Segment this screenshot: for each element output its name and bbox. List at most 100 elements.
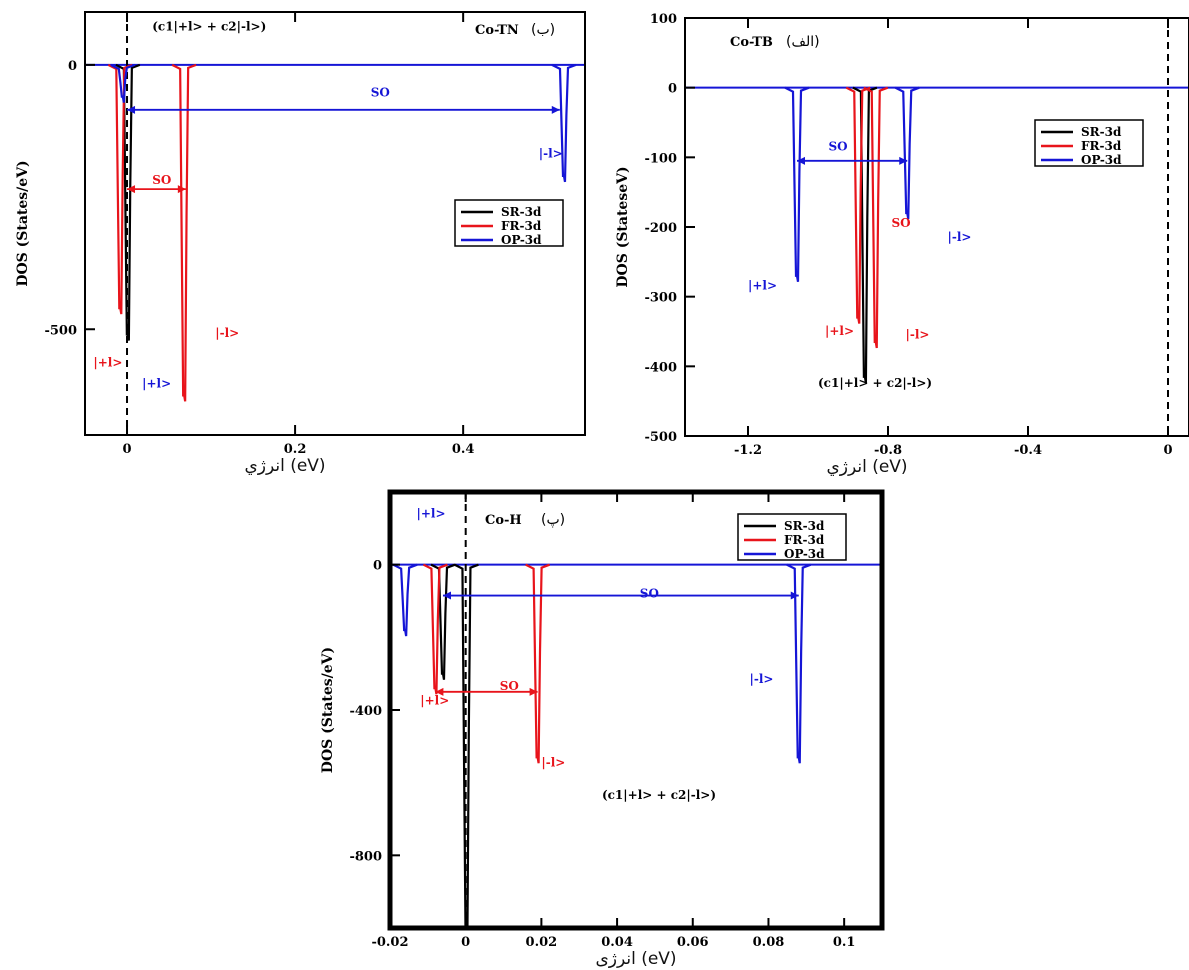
x-axis-label: انرژي (eV) (244, 456, 325, 476)
panel-title: Co-TB (730, 35, 773, 50)
x-tick-label: 0.02 (526, 935, 558, 950)
annotation-label: |+l> (93, 355, 122, 369)
peak-fr-3d-0 (422, 563, 448, 695)
y-tick-label: -500 (644, 430, 677, 445)
x-tick-label: -1.2 (734, 443, 762, 458)
so-arrowhead-right (529, 687, 538, 696)
legend-label: OP-3d (784, 547, 825, 561)
annotation-label: |+l> (825, 324, 854, 338)
x-tick-label: -0.4 (1014, 443, 1042, 458)
legend-label: OP-3d (501, 233, 542, 247)
y-tick-label: -300 (644, 291, 677, 306)
plot-area (85, 12, 585, 435)
legend-label: SR-3d (784, 519, 825, 533)
annotation-label: SO (892, 216, 911, 230)
x-tick-label: 0.08 (753, 935, 785, 950)
x-tick-label: 0.2 (284, 442, 307, 457)
annotation-label: |+l> (420, 694, 449, 708)
peak-op-3d-0 (392, 563, 418, 637)
peak-op-3d-1 (551, 63, 577, 183)
so-arrowhead-left (797, 156, 805, 165)
panel-letter: (الف) (786, 34, 820, 50)
so-arrowhead-left (442, 591, 451, 600)
x-tick-label: 0.04 (601, 935, 633, 950)
so-arrowhead-right (790, 591, 799, 600)
plot-area (685, 18, 1189, 436)
panel-title: Co-TN (475, 23, 519, 38)
peak-op-3d-0 (110, 63, 136, 103)
y-tick-label: -200 (644, 221, 677, 236)
x-tick-label: 0 (122, 442, 131, 457)
peak-fr-3d-1 (525, 563, 550, 764)
y-axis-label: DOS (States/eV) (15, 160, 31, 286)
so-arrowhead-left (435, 687, 444, 696)
annotation-label: (c1|+l> + c2|-l>) (152, 20, 266, 34)
peak-fr-3d-1 (863, 86, 889, 349)
x-tick-label: 0.06 (677, 935, 709, 950)
y-tick-label: -800 (349, 849, 382, 864)
so-arrowhead-right (551, 105, 560, 114)
x-tick-label: 0 (461, 935, 470, 950)
x-tick-label: 0.4 (452, 442, 475, 457)
legend-label: FR-3d (501, 219, 542, 233)
panel-co-tb: -1.2 -0.8 -0.4 0 100 0 -100 -200 -300 -400 -500 DOS… (615, 12, 1189, 477)
panel-title: Co-H (485, 513, 522, 528)
annotation-label: SO (152, 173, 171, 187)
annotation-label: |-l> (215, 326, 239, 340)
y-tick-label: -100 (644, 151, 677, 166)
y-axis-label: DOS (States/eV) (320, 647, 336, 773)
x-tick-label: -0.02 (371, 935, 408, 950)
peak-fr-3d-0 (107, 63, 133, 315)
annotation-label: (c1|+l> + c2|-l>) (818, 376, 932, 390)
peak-op-3d-1 (786, 563, 812, 764)
panel-co-tn: 0 0.2 0.4 0 -500 DOS (States/eV) انرژي (eV) Co-… (15, 11, 586, 476)
peak-fr-3d-0 (845, 86, 871, 324)
annotation-label: |-l> (750, 672, 774, 686)
so-arrowhead-right (177, 185, 186, 194)
y-tick-label: -400 (644, 360, 677, 375)
plot-frame (84, 11, 586, 436)
legend-label: OP-3d (1081, 153, 1122, 167)
y-tick-label: -500 (44, 323, 77, 338)
legend-label: FR-3d (1081, 139, 1122, 153)
y-axis-label: DOS (StateseV) (615, 166, 631, 287)
annotation-label: SO (829, 139, 848, 153)
x-tick-label: 0.1 (833, 935, 856, 950)
y-tick-label: 100 (650, 12, 677, 27)
annotation-label: (c1|+l> + c2|-l>) (602, 788, 716, 802)
y-tick-label: 0 (668, 82, 677, 97)
x-axis-label: انرژي (eV) (826, 457, 907, 477)
x-axis-label: انرژی (eV) (595, 949, 676, 969)
annotation-label: SO (500, 679, 519, 693)
legend-box (1034, 119, 1144, 167)
annotation-label: |+l> (142, 376, 171, 390)
annotation-label: SO (640, 586, 659, 600)
legend-label: SR-3d (501, 205, 542, 219)
y-tick-label: 0 (68, 59, 77, 74)
annotation-label: |-l> (539, 146, 563, 160)
annotation-label: |-l> (541, 755, 565, 769)
annotation-label: |-l> (948, 230, 972, 244)
legend-label: SR-3d (1081, 125, 1122, 139)
y-tick-label: -400 (349, 704, 382, 719)
panel-letter: (پ) (541, 512, 565, 528)
x-tick-label: 0 (1163, 443, 1172, 458)
legend-label: FR-3d (784, 533, 825, 547)
annotation-label: SO (371, 86, 390, 100)
peak-op-3d-0 (784, 86, 810, 282)
annotation-label: |+l> (748, 279, 777, 293)
plot-frame (684, 17, 1189, 437)
annotation-label: |-l> (906, 327, 930, 341)
so-arrowhead-right (899, 156, 908, 165)
legend-box (737, 513, 847, 561)
annotation-label: |+l> (416, 506, 445, 520)
legend-box (454, 199, 564, 247)
so-arrowhead-left (127, 105, 136, 114)
panel-co-h: -0.02 0 0.02 0.04 0.06 0.08 0.1 0 -400 -800 DOS (S… (320, 489, 885, 969)
peak-fr-3d-1 (171, 63, 197, 402)
so-arrowhead-left (127, 185, 136, 194)
peak-op-3d-1 (894, 86, 920, 220)
y-tick-label: 0 (373, 559, 382, 574)
panel-letter: (ب) (531, 22, 555, 38)
